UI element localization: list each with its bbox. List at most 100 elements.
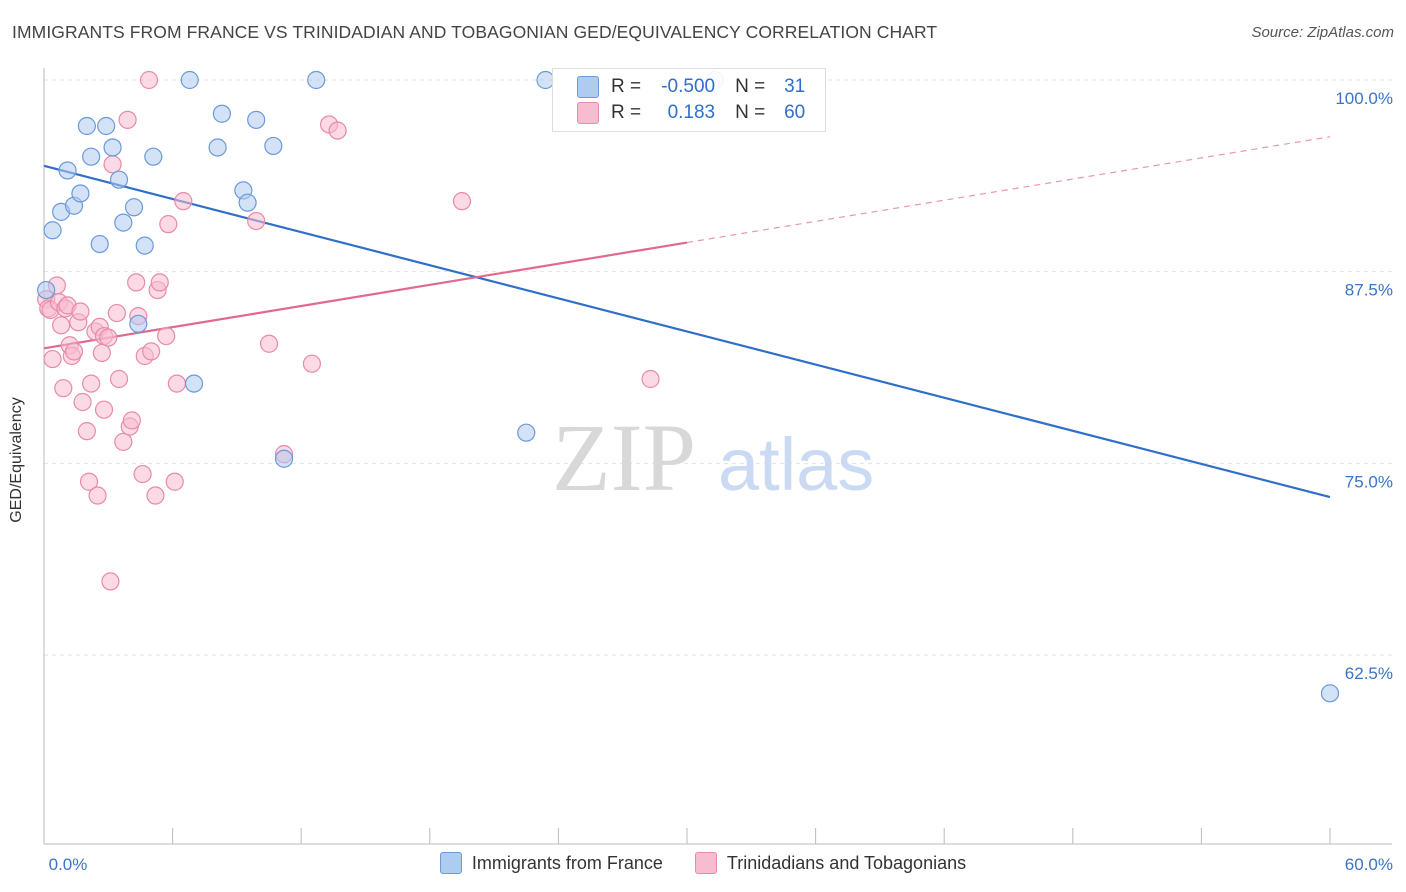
legend-n-value: 60 xyxy=(784,102,806,123)
point-trinidad xyxy=(452,192,472,211)
x-tick-label: 60.0% xyxy=(1345,855,1393,874)
point-france xyxy=(37,280,56,300)
series-legend-item-trinidad: Trinidadians and Tobagonians xyxy=(694,852,967,874)
point-trinidad xyxy=(174,192,193,211)
watermark-atlas: atlas xyxy=(718,423,874,506)
legend-row-france: R = -0.500 N = 31 xyxy=(577,74,805,100)
point-trinidad xyxy=(259,334,279,353)
point-trinidad xyxy=(71,302,90,321)
trend-line-trinidad-extension xyxy=(686,136,1331,244)
y-tick-label: 75.0% xyxy=(1345,472,1393,491)
series-swatch-pink xyxy=(694,852,717,874)
axis-layer xyxy=(43,68,1392,845)
point-trinidad xyxy=(146,486,165,505)
point-france xyxy=(124,198,144,217)
point-trinidad xyxy=(142,342,161,361)
watermark-zip: ZIP xyxy=(552,404,696,511)
point-france xyxy=(82,147,101,166)
point-trinidad xyxy=(122,411,141,430)
point-france xyxy=(97,116,116,136)
point-trinidad xyxy=(107,303,126,323)
point-trinidad xyxy=(43,349,62,369)
point-france xyxy=(517,423,536,442)
point-trinidad xyxy=(165,472,184,491)
y-tick-label: 100.0% xyxy=(1335,89,1393,108)
point-trinidad xyxy=(641,369,660,389)
point-france xyxy=(90,234,109,254)
point-trinidad xyxy=(157,326,176,346)
y-tick-label: 87.5% xyxy=(1345,281,1393,300)
point-france xyxy=(71,184,90,203)
point-trinidad xyxy=(79,472,99,491)
series-legend-label: Trinidadians and Tobagonians xyxy=(726,852,967,873)
correlation-legend: R = -0.500 N = 31 R = 0.183 N = 60 xyxy=(552,68,826,132)
point-france xyxy=(77,116,96,136)
point-france xyxy=(103,138,122,157)
point-trinidad xyxy=(92,343,111,363)
point-trinidad xyxy=(302,354,322,373)
legend-r-value: 0.183 xyxy=(667,102,716,123)
y-axis-label: GED/Equivalency xyxy=(8,397,25,523)
series-swatch-blue xyxy=(439,852,462,874)
trend-line-trinidad xyxy=(43,241,688,350)
point-trinidad xyxy=(328,121,347,140)
point-france xyxy=(129,314,148,333)
point-trinidad xyxy=(133,464,152,484)
point-france xyxy=(144,147,163,166)
x-tick-label: 0.0% xyxy=(49,855,88,874)
point-trinidad xyxy=(247,211,266,231)
watermark: ZIP atlas xyxy=(552,404,874,511)
legend-swatch-blue xyxy=(577,76,599,98)
point-trinidad xyxy=(103,155,122,174)
legend-r-label: R = xyxy=(611,76,642,97)
legend-swatch-pink xyxy=(577,102,599,124)
point-trinidad xyxy=(54,379,73,398)
point-trinidad xyxy=(150,273,169,292)
point-france xyxy=(184,374,204,393)
legend-r-value: -0.500 xyxy=(661,76,716,97)
points-layer xyxy=(37,70,1340,703)
grid-layer xyxy=(44,79,1392,656)
point-france xyxy=(109,170,129,189)
point-france xyxy=(307,70,326,90)
point-trinidad xyxy=(82,374,101,393)
legend-r-label: R = xyxy=(611,102,642,123)
point-france xyxy=(264,136,283,156)
point-france xyxy=(274,449,294,468)
point-trinidad xyxy=(109,369,129,389)
legend-row-trinidad: R = 0.183 N = 60 xyxy=(577,100,805,126)
point-trinidad xyxy=(99,328,118,347)
chart-title: IMMIGRANTS FROM FRANCE VS TRINIDADIAN AN… xyxy=(12,22,938,42)
point-france xyxy=(238,193,257,212)
point-france xyxy=(180,70,199,90)
point-trinidad xyxy=(77,422,96,441)
point-france xyxy=(114,213,133,232)
point-trinidad xyxy=(88,486,107,505)
point-trinidad xyxy=(118,110,137,129)
point-trinidad xyxy=(52,316,71,335)
point-trinidad xyxy=(127,273,146,292)
point-france xyxy=(247,110,266,129)
point-france xyxy=(212,104,231,123)
legend-n-label: N = xyxy=(735,102,766,123)
point-trinidad xyxy=(64,342,84,361)
series-legend: Immigrants from France Trinidadians and … xyxy=(0,852,1406,874)
series-legend-item-france: Immigrants from France xyxy=(439,852,663,874)
legend-n-value: 31 xyxy=(784,76,806,97)
legend-n-label: N = xyxy=(735,76,766,97)
point-france xyxy=(208,138,227,157)
point-trinidad xyxy=(167,374,186,393)
point-france xyxy=(1320,684,1340,703)
series-legend-label: Immigrants from France xyxy=(471,852,663,873)
tick-labels: 62.5% 75.0% 87.5% 100.0% 0.0% 60.0% xyxy=(49,89,1393,874)
point-trinidad xyxy=(73,392,92,412)
point-trinidad xyxy=(159,215,178,234)
source-credit: Source: ZipAtlas.com xyxy=(1251,24,1394,41)
point-france xyxy=(135,236,154,255)
y-tick-label: 62.5% xyxy=(1345,664,1393,683)
point-france xyxy=(43,221,62,240)
point-trinidad xyxy=(94,400,114,419)
point-trinidad xyxy=(139,70,159,90)
point-trinidad xyxy=(114,432,133,451)
